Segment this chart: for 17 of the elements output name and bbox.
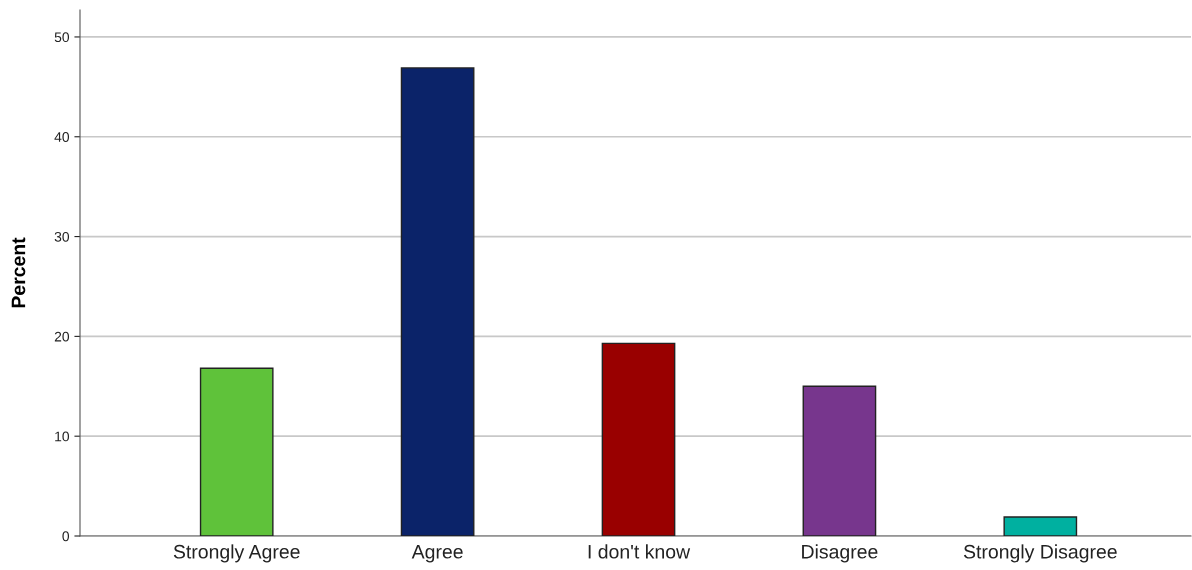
x-tick-label: I don't know xyxy=(588,544,691,559)
x-tick-label: Agree xyxy=(411,545,463,563)
bar xyxy=(400,67,475,536)
y-tick-label: 20 xyxy=(54,331,70,342)
bar xyxy=(601,342,676,536)
y-tick-label: 10 xyxy=(55,431,70,442)
y-tick-label: 0 xyxy=(62,531,70,542)
x-tick-label: Strongly Agree xyxy=(173,544,300,563)
x-tick-label: Strongly Disagree xyxy=(963,544,1117,563)
y-tick-label: 50 xyxy=(54,32,70,43)
y-axis-title: Percent xyxy=(11,237,26,308)
y-tick-label: 40 xyxy=(54,132,70,142)
bar xyxy=(1003,516,1078,536)
x-tick-label: Disagree xyxy=(802,544,878,563)
bar xyxy=(199,367,274,536)
bar xyxy=(802,385,877,536)
y-tick-label: 30 xyxy=(54,231,70,242)
